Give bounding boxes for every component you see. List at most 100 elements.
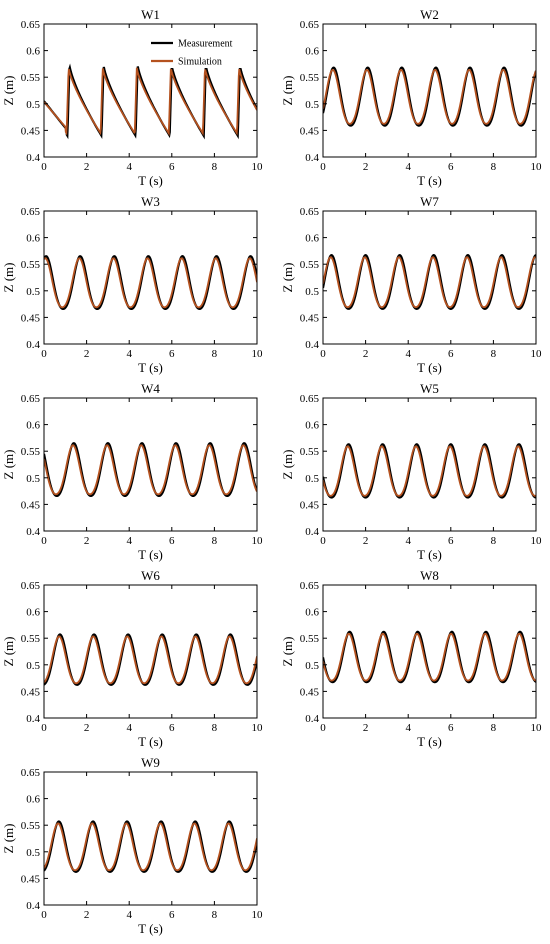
x-axis-label: T (s) bbox=[138, 547, 163, 562]
chart-title: W4 bbox=[141, 381, 160, 396]
y-tick-label: 0.55 bbox=[21, 633, 41, 645]
x-tick-label: 2 bbox=[84, 722, 90, 734]
x-tick-label: 6 bbox=[169, 722, 175, 734]
chart-panel-w1: W1 0.4 0.45 0.5 0.55 0.6 0.65 0 2 4 6 8 10 T (s) Z (m)… bbox=[1, 7, 263, 188]
chart-title: W8 bbox=[420, 568, 439, 583]
x-tick-label: 8 bbox=[491, 348, 497, 360]
chart-title: W7 bbox=[420, 194, 439, 209]
plot-frame bbox=[43, 397, 258, 532]
y-tick-label: 0.45 bbox=[21, 499, 41, 511]
x-tick-label: 6 bbox=[448, 535, 454, 547]
y-tick-label: 0.4 bbox=[26, 713, 40, 725]
chart-title: W1 bbox=[141, 7, 160, 22]
x-tick-label: 0 bbox=[320, 161, 326, 173]
y-axis-label: Z (m) bbox=[280, 263, 295, 293]
y-tick-label: 0.45 bbox=[300, 125, 320, 137]
plot-frame bbox=[43, 23, 258, 158]
y-tick-label: 0.55 bbox=[21, 72, 41, 84]
y-tick-label: 0.45 bbox=[300, 499, 320, 511]
x-axis-label: T (s) bbox=[138, 360, 163, 375]
chart-panel-w8: W8 0.4 0.45 0.5 0.55 0.6 0.65 0 2 4 6 8 10 T (s) Z (m) bbox=[280, 568, 542, 749]
x-tick-label: 10 bbox=[531, 161, 543, 173]
y-axis-label: Z (m) bbox=[1, 263, 16, 293]
plot-frame bbox=[43, 771, 258, 906]
y-tick-label: 0.45 bbox=[21, 686, 41, 698]
x-tick-label: 8 bbox=[212, 535, 218, 547]
y-axis-label: Z (m) bbox=[280, 637, 295, 667]
x-tick-label: 6 bbox=[169, 348, 175, 360]
y-tick-label: 0.55 bbox=[300, 72, 320, 84]
legend: Measurement Simulation bbox=[145, 32, 251, 68]
y-tick-label: 0.4 bbox=[26, 339, 40, 351]
x-tick-label: 0 bbox=[41, 722, 47, 734]
x-tick-label: 2 bbox=[84, 348, 90, 360]
x-tick-label: 2 bbox=[363, 722, 369, 734]
y-tick-label: 0.4 bbox=[305, 526, 319, 538]
plot-frame bbox=[322, 210, 537, 345]
x-axis-label: T (s) bbox=[417, 173, 442, 188]
y-tick-label: 0.55 bbox=[300, 446, 320, 458]
y-tick-label: 0.5 bbox=[305, 473, 319, 485]
series-line-simulation bbox=[44, 822, 257, 872]
y-tick-label: 0.6 bbox=[26, 794, 40, 806]
x-tick-label: 8 bbox=[212, 909, 218, 921]
x-tick-label: 4 bbox=[126, 348, 132, 360]
x-axis-label: T (s) bbox=[138, 173, 163, 188]
x-tick-label: 10 bbox=[531, 535, 543, 547]
y-axis-label: Z (m) bbox=[1, 824, 16, 854]
x-tick-label: 8 bbox=[212, 722, 218, 734]
y-tick-label: 0.55 bbox=[21, 446, 41, 458]
y-tick-label: 0.65 bbox=[21, 580, 41, 592]
x-tick-label: 8 bbox=[491, 722, 497, 734]
y-tick-label: 0.6 bbox=[305, 420, 319, 432]
y-tick-label: 0.5 bbox=[26, 99, 40, 111]
chart-panel-w4: W4 0.4 0.45 0.5 0.55 0.6 0.65 0 2 4 6 8 10 T (s) Z (m) bbox=[1, 381, 263, 562]
x-tick-label: 2 bbox=[84, 535, 90, 547]
chart-title: W5 bbox=[420, 381, 439, 396]
y-tick-label: 0.5 bbox=[305, 660, 319, 672]
plot-frame bbox=[322, 397, 537, 532]
x-tick-label: 4 bbox=[405, 722, 411, 734]
x-tick-label: 10 bbox=[252, 161, 264, 173]
legend-label-measurement: Measurement bbox=[178, 39, 233, 50]
x-tick-label: 8 bbox=[212, 161, 218, 173]
y-tick-label: 0.4 bbox=[305, 339, 319, 351]
y-axis-label: Z (m) bbox=[1, 76, 16, 106]
series-line-simulation bbox=[44, 635, 257, 685]
chart-panel-w3: W3 0.4 0.45 0.5 0.55 0.6 0.65 0 2 4 6 8 10 T (s) Z (m) bbox=[1, 194, 263, 375]
y-tick-label: 0.55 bbox=[300, 633, 320, 645]
chart-title: W6 bbox=[141, 568, 160, 583]
x-tick-label: 2 bbox=[363, 161, 369, 173]
chart-panel-w5: W5 0.4 0.45 0.5 0.55 0.6 0.65 0 2 4 6 8 10 T (s) Z (m) bbox=[280, 381, 542, 562]
y-tick-label: 0.65 bbox=[300, 393, 320, 405]
y-tick-label: 0.55 bbox=[300, 259, 320, 271]
x-tick-label: 6 bbox=[169, 535, 175, 547]
x-tick-label: 0 bbox=[320, 535, 326, 547]
y-tick-label: 0.4 bbox=[26, 900, 40, 912]
x-axis-label: T (s) bbox=[417, 360, 442, 375]
x-tick-label: 6 bbox=[169, 909, 175, 921]
chart-panel-w6: W6 0.4 0.45 0.5 0.55 0.6 0.65 0 2 4 6 8 10 T (s) Z (m) bbox=[1, 568, 263, 749]
x-axis-label: T (s) bbox=[138, 921, 163, 936]
series-line-simulation bbox=[323, 632, 536, 682]
y-tick-label: 0.65 bbox=[300, 206, 320, 218]
series-line-simulation bbox=[44, 67, 257, 137]
series-line-simulation bbox=[323, 256, 536, 309]
x-tick-label: 4 bbox=[126, 535, 132, 547]
x-tick-label: 2 bbox=[363, 348, 369, 360]
y-tick-label: 0.4 bbox=[26, 152, 40, 164]
y-tick-label: 0.4 bbox=[305, 713, 319, 725]
y-tick-label: 0.6 bbox=[26, 420, 40, 432]
plot-frame bbox=[43, 210, 258, 345]
y-tick-label: 0.6 bbox=[305, 607, 319, 619]
x-tick-label: 0 bbox=[320, 348, 326, 360]
plot-frame bbox=[322, 584, 537, 719]
x-tick-label: 4 bbox=[405, 535, 411, 547]
y-axis-label: Z (m) bbox=[1, 450, 16, 480]
x-tick-label: 2 bbox=[84, 161, 90, 173]
series-line-measurement bbox=[44, 255, 257, 311]
x-tick-label: 6 bbox=[169, 161, 175, 173]
x-tick-label: 0 bbox=[41, 909, 47, 921]
y-tick-label: 0.45 bbox=[300, 312, 320, 324]
